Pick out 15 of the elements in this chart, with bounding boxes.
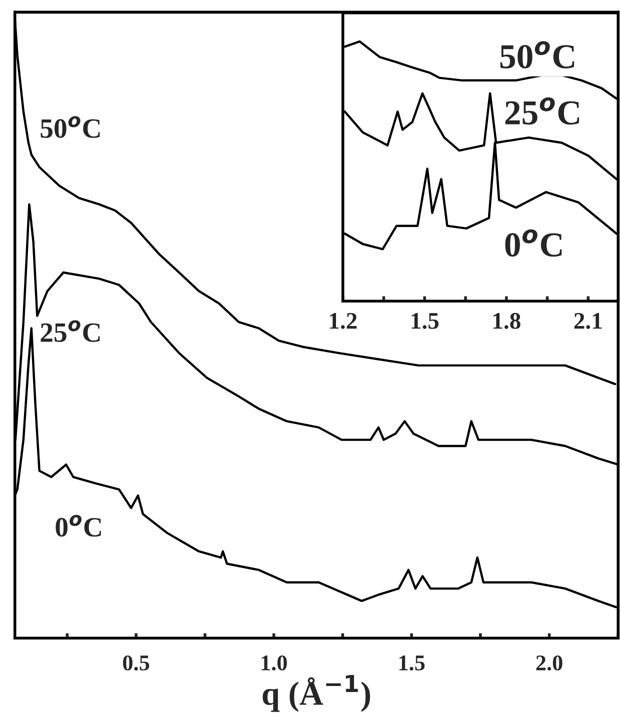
series-label: 25$^{o}$C xyxy=(40,320,100,342)
series-label: 0$^{o}$C xyxy=(56,514,101,537)
x-tick-label: 1.8 xyxy=(494,312,520,329)
series-label: 50$^{o}$C xyxy=(40,116,100,138)
series-label: 0$^{o}$C xyxy=(505,229,562,257)
x-tick-label: 0.5 xyxy=(123,655,150,671)
x-tick-label: 1.5 xyxy=(399,656,425,671)
x-tick-label: 1.2 xyxy=(330,313,357,329)
series-label: 50$^{o}$C xyxy=(500,41,574,68)
x-tick-label: 2.0 xyxy=(536,655,562,671)
x-tick-label: 1.5 xyxy=(412,313,439,329)
x-axis-title: q (Å$^{−1}$) xyxy=(262,674,370,712)
x-tick-label: 1.0 xyxy=(262,655,287,671)
x-tick-label: 2.1 xyxy=(574,313,602,329)
series-label: 25$^{o}$C xyxy=(505,97,580,125)
